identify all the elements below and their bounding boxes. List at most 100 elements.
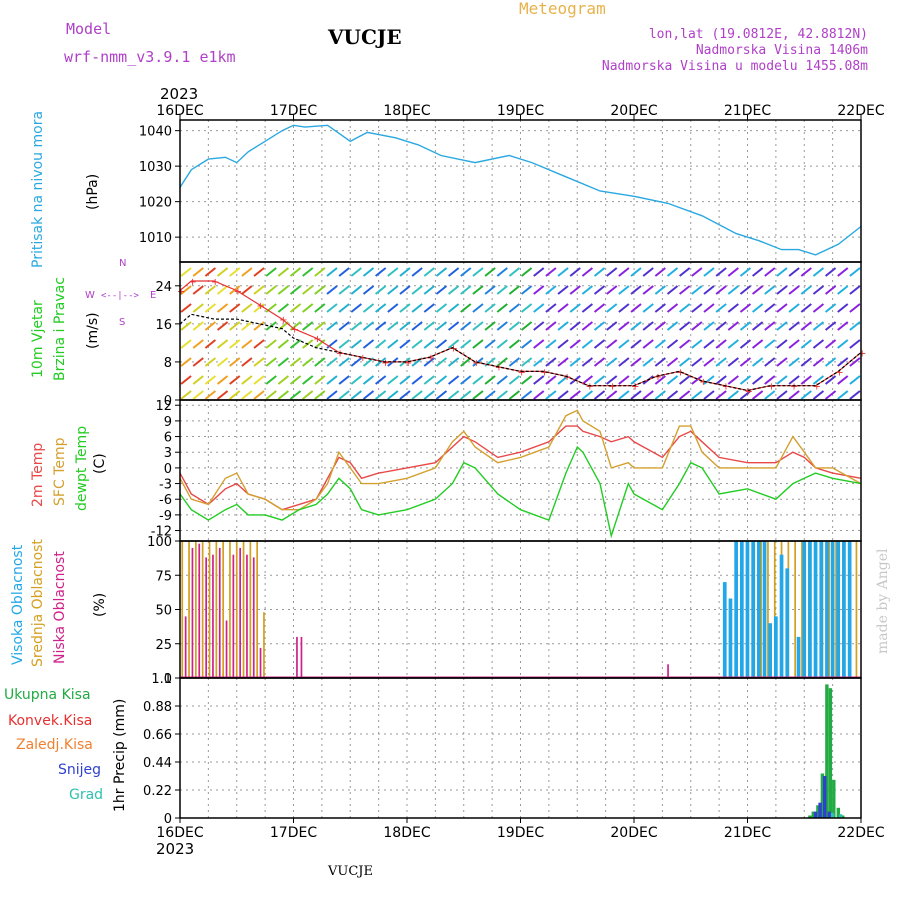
wind-barb bbox=[557, 375, 569, 385]
wind-barb bbox=[180, 267, 192, 277]
wind-speed-marker: + bbox=[745, 386, 753, 397]
wind-barb bbox=[581, 357, 594, 367]
wind-barb bbox=[472, 303, 484, 313]
wind-barb bbox=[338, 339, 350, 349]
wind-barb bbox=[557, 267, 569, 277]
wind-barb bbox=[557, 339, 569, 349]
wind-barb bbox=[739, 375, 752, 385]
wind-barb bbox=[764, 375, 776, 385]
y-tick-label: 0 bbox=[164, 462, 172, 477]
bar bbox=[246, 554, 248, 678]
wind-barb bbox=[253, 285, 265, 295]
x-tick-label-bottom: 17DEC bbox=[270, 825, 317, 841]
wind-barb bbox=[642, 267, 654, 277]
wind-barb bbox=[691, 285, 703, 295]
bar bbox=[838, 814, 843, 818]
wind-barb bbox=[338, 357, 350, 367]
wind-barb bbox=[618, 375, 630, 385]
wind-barb bbox=[387, 285, 399, 295]
wind-labels: 10m Vjetar Brzina i Pravac (m/s) N W <--… bbox=[30, 258, 156, 381]
wind-barb bbox=[460, 321, 472, 331]
wind-barb bbox=[435, 303, 448, 313]
wind-barb bbox=[824, 357, 837, 367]
x-tick-label-top: 18DEC bbox=[383, 103, 430, 119]
wind-speed-marker: + bbox=[336, 348, 344, 359]
wind-barb bbox=[557, 357, 569, 367]
bar bbox=[256, 541, 258, 678]
bar bbox=[796, 636, 801, 678]
wind-barb bbox=[277, 303, 289, 313]
wind-barb bbox=[302, 375, 314, 385]
precip-label-total: Ukupna Kisa bbox=[4, 687, 91, 703]
wind-barb bbox=[837, 375, 849, 385]
wind-barb bbox=[715, 285, 727, 295]
series-line-dewpt-temp bbox=[179, 445, 862, 539]
wind-barb bbox=[472, 267, 484, 277]
wind-barb bbox=[581, 303, 594, 313]
wind-barb bbox=[703, 303, 715, 313]
wind-barb bbox=[484, 339, 496, 349]
wind-barb bbox=[289, 375, 302, 385]
wind-barb bbox=[277, 339, 289, 349]
wind-barb bbox=[739, 303, 752, 313]
y-tick-label: 0.44 bbox=[143, 756, 172, 771]
wind-barb bbox=[472, 375, 484, 385]
bar bbox=[222, 541, 224, 678]
bar bbox=[841, 815, 845, 818]
bar bbox=[827, 811, 831, 818]
wind-barb bbox=[216, 357, 229, 367]
wind-barb bbox=[314, 375, 326, 385]
wind-barb bbox=[289, 285, 302, 295]
year-bottom: 2023 bbox=[156, 840, 194, 858]
y-tick-label: -12 bbox=[151, 525, 172, 540]
wind-barb bbox=[302, 357, 314, 367]
wind-barb bbox=[265, 357, 277, 367]
wind-speed-marker: + bbox=[313, 334, 321, 345]
wind-barb bbox=[314, 303, 326, 313]
precip-label-grad: Grad bbox=[69, 787, 103, 803]
y-tick-label: -9 bbox=[159, 509, 172, 524]
series-line-direction bbox=[179, 313, 862, 392]
ticks-layer: 1010102010301040081624-12-9-6-3036912025… bbox=[139, 103, 885, 841]
wind-barb bbox=[764, 267, 776, 277]
x-tick-label-top: 21DEC bbox=[724, 103, 771, 119]
wind-barb bbox=[824, 390, 837, 400]
wind-barb bbox=[375, 339, 387, 349]
wind-barb bbox=[229, 339, 241, 349]
x-tick-label-bottom: 18DEC bbox=[383, 825, 430, 841]
wind-barb bbox=[606, 303, 618, 313]
wind-barb bbox=[216, 303, 229, 313]
bar bbox=[835, 541, 837, 678]
wind-barb bbox=[326, 267, 338, 277]
y-tick-label: 1040 bbox=[139, 125, 172, 140]
wind-barb bbox=[204, 267, 217, 277]
temp-label-2: SFC Temp bbox=[52, 437, 68, 506]
wind-barb bbox=[824, 267, 837, 277]
wind-barb bbox=[520, 321, 533, 331]
wind-barb bbox=[812, 339, 825, 349]
wind-barb bbox=[326, 390, 338, 400]
wind-speed-marker: + bbox=[563, 372, 571, 383]
wind-barb bbox=[326, 285, 338, 295]
wind-barb bbox=[289, 303, 302, 313]
wind-speed-marker: + bbox=[291, 325, 299, 336]
wind-barb bbox=[241, 303, 253, 313]
bar bbox=[779, 554, 784, 678]
precip-labels: Ukupna Kisa Konvek.Kisa Zaledj.Kisa Snij… bbox=[4, 687, 128, 812]
wind-barb bbox=[606, 375, 618, 385]
y-tick-label: 12 bbox=[155, 399, 172, 414]
bar bbox=[820, 773, 825, 818]
bar bbox=[198, 543, 201, 678]
bar bbox=[728, 598, 733, 678]
wind-barb bbox=[533, 321, 545, 331]
wind-speed-marker: + bbox=[813, 382, 821, 393]
temp-unit: (C) bbox=[92, 453, 108, 474]
bar bbox=[813, 811, 818, 818]
wind-barb bbox=[277, 375, 289, 385]
bar bbox=[767, 541, 769, 678]
pressure-labels: Pritisak na nivou mora (hPa) bbox=[30, 111, 101, 268]
wind-barb bbox=[642, 285, 654, 295]
wind-barb bbox=[666, 375, 679, 385]
wind-barb bbox=[679, 357, 691, 367]
wind-barb bbox=[362, 303, 375, 313]
